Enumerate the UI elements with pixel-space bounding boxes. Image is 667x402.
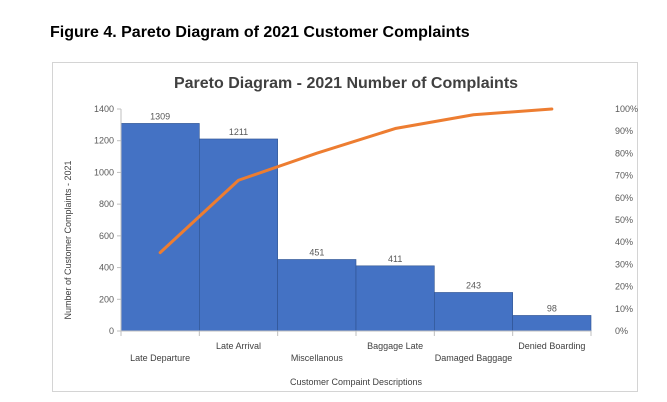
y2-tick-label: 80% [615, 148, 633, 158]
y2-tick-label: 40% [615, 237, 633, 247]
y2-tick-label: 10% [615, 304, 633, 314]
y-tick-label: 1000 [94, 167, 114, 177]
cumulative-percent-line [158, 107, 554, 255]
y-tick-label: 400 [99, 263, 114, 273]
x-category-label: Baggage Late [367, 341, 423, 351]
y2-tick-label: 90% [615, 126, 633, 136]
x-category-label: Denied Boarding [518, 341, 585, 351]
chart-container: Pareto Diagram - 2021 Number of Complain… [52, 62, 638, 392]
bar-data-label: 98 [547, 303, 557, 313]
x-category-label: Damaged Baggage [435, 353, 513, 363]
y2-tick-label: 100% [615, 104, 638, 114]
bar-data-label: 411 [388, 254, 402, 264]
chart-title: Pareto Diagram - 2021 Number of Complain… [174, 75, 518, 92]
pareto-chart: Pareto Diagram - 2021 Number of Complain… [63, 75, 638, 387]
y-tick-label: 200 [99, 294, 114, 304]
y2-tick-label: 60% [615, 193, 633, 203]
x-category-label: Late Arrival [216, 341, 261, 351]
y2-tick-label: 30% [615, 259, 633, 269]
y-tick-label: 1400 [94, 104, 114, 114]
y-tick-label: 1200 [94, 136, 114, 146]
y2-tick-label: 70% [615, 171, 633, 181]
x-category-label: Miscellanous [291, 353, 344, 363]
y-axis-title: Number of Customer Complaints - 2021 [63, 160, 73, 319]
bar-data-label: 451 [309, 247, 324, 257]
bar-data-label: 1211 [229, 127, 248, 137]
bar-layer: 1309 1211 451 411 243 98 [120, 111, 592, 332]
y2-tick-label: 0% [615, 326, 628, 336]
y2-tick-label: 20% [615, 282, 633, 292]
y2-tick-label: 50% [615, 215, 633, 225]
bar [277, 259, 357, 332]
y-tick-label: 0 [109, 326, 114, 336]
x-category-label: Late Departure [130, 353, 190, 363]
bar [199, 138, 278, 332]
bar-data-label: 243 [466, 280, 481, 290]
figure-caption: Figure 4. Pareto Diagram of 2021 Custome… [50, 24, 470, 41]
bar [355, 265, 435, 332]
bar [434, 292, 513, 332]
y-tick-label: 600 [99, 231, 114, 241]
x-axis-title: Customer Compaint Descriptions [290, 377, 423, 387]
axis-layer: 0 200 400 600 800 1000 1200 1400 0% 10% 20% 30% 40% 5… [94, 104, 638, 363]
y-tick-label: 800 [99, 199, 114, 209]
bar [512, 315, 592, 332]
cumulative-line-layer [158, 107, 554, 255]
bar-data-label: 1309 [150, 111, 170, 121]
